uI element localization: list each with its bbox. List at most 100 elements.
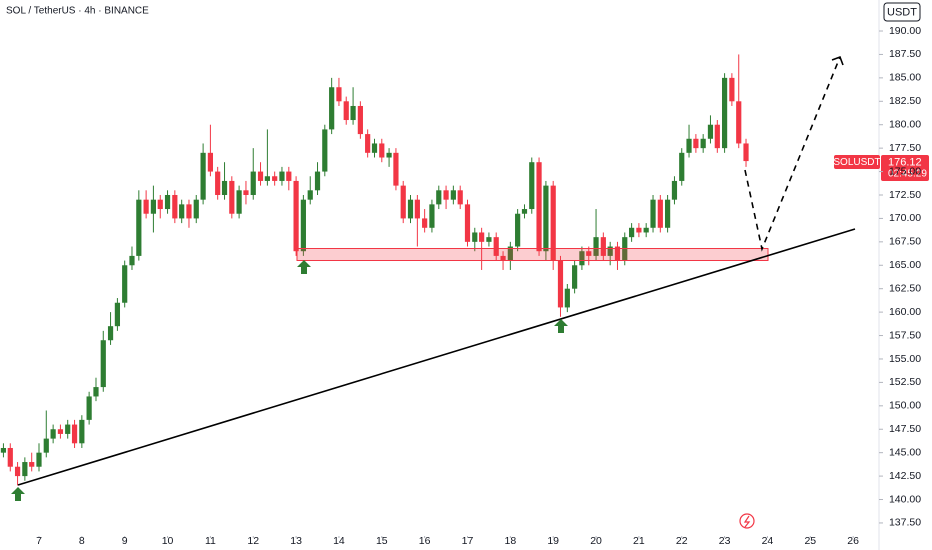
x-tick-label: 23 (719, 535, 731, 547)
candle-body (350, 105, 356, 121)
candle-body (43, 438, 49, 453)
candle-body (307, 190, 313, 200)
alert-icon (739, 513, 755, 529)
x-tick-label: 19 (547, 535, 559, 547)
candle-body (65, 424, 71, 434)
support-zone (296, 248, 769, 261)
candle-body (515, 213, 521, 247)
price-box (881, 155, 929, 181)
candle-body (579, 251, 585, 266)
candle-body (586, 251, 592, 256)
candle-body (572, 265, 578, 289)
candle-body (57, 429, 64, 434)
candle-body (172, 194, 178, 219)
candle-body (329, 87, 335, 130)
candle-body (186, 204, 192, 219)
candle-body (729, 77, 735, 102)
y-tick-label: 180.00 (889, 118, 921, 130)
candle-body (457, 190, 463, 205)
candle-body (50, 429, 56, 439)
candle-body (386, 152, 392, 158)
candle-body (257, 171, 264, 181)
candle-body (36, 452, 42, 467)
x-tick-label: 15 (376, 535, 388, 547)
candle-body (721, 77, 728, 149)
candle-body (22, 462, 28, 477)
candle-body (414, 199, 420, 219)
candle-body (336, 87, 342, 102)
candle-body (179, 204, 185, 219)
candle-body (365, 134, 371, 153)
candle-body (71, 424, 78, 444)
candle-body (29, 462, 35, 467)
x-tick-label: 7 (36, 535, 42, 547)
y-tick-label: 190.00 (889, 25, 921, 37)
candle-body (686, 138, 692, 153)
candle-body (636, 227, 642, 233)
x-tick-label: 24 (762, 535, 774, 547)
candle-body (736, 101, 742, 144)
candle-body (221, 180, 228, 195)
candle-body (536, 162, 542, 252)
candle-body (314, 171, 321, 191)
y-tick-label: 142.50 (889, 470, 921, 482)
x-tick-label: 9 (122, 535, 128, 547)
candle-body (343, 101, 349, 121)
projection-path (744, 56, 841, 252)
candle-body (200, 152, 206, 200)
candle-body (529, 162, 535, 210)
candle-body (486, 237, 492, 242)
candle-body (164, 194, 171, 210)
candle-body (279, 171, 285, 181)
candle-body (464, 204, 471, 242)
projection-arrowhead (831, 55, 844, 66)
x-tick-label: 18 (505, 535, 517, 547)
candle-body (557, 260, 564, 308)
up-arrow (554, 319, 568, 333)
candle-body (564, 288, 570, 308)
x-tick-label: 14 (333, 535, 345, 547)
candle-body (693, 138, 699, 149)
y-tick-label: 165.00 (889, 259, 921, 271)
candle-body (129, 255, 135, 266)
x-tick-label: 25 (804, 535, 816, 547)
candle-body (286, 171, 292, 181)
drawings (11, 55, 856, 529)
y-tick-label: 150.00 (889, 400, 921, 412)
symbol-label: SOLUSDT (833, 157, 880, 168)
y-tick-label: 145.00 (889, 446, 921, 458)
candle-body (665, 199, 671, 228)
candle-body (550, 185, 556, 261)
chart-title: SOL / TetherUS · 4h · BINANCE (6, 6, 149, 17)
candle-body (150, 199, 157, 214)
candle-body (521, 209, 528, 214)
x-tick-label: 8 (79, 535, 85, 547)
x-tick-label: 12 (247, 535, 259, 547)
x-tick-label: 20 (590, 535, 602, 547)
candle-body (264, 176, 270, 181)
candle-body (14, 466, 21, 477)
x-tick-label: 21 (633, 535, 645, 547)
candle-body (443, 190, 449, 200)
candle-body (79, 419, 85, 444)
candle-body (429, 204, 435, 228)
last-price-label: 176.12 (888, 156, 922, 168)
candle-body (607, 246, 613, 256)
candle-body (422, 218, 428, 228)
candle-body (436, 190, 442, 205)
trend-line (17, 228, 856, 486)
symbol-box (834, 155, 880, 169)
candle-body (507, 246, 513, 261)
alert-icon-bolt (743, 515, 751, 528)
candle-body (700, 138, 706, 149)
y-tick-label: 160.00 (889, 306, 921, 318)
x-tick-label: 26 (847, 535, 859, 547)
candle-body (193, 199, 199, 219)
candle-body (136, 199, 142, 256)
candle-body (650, 199, 656, 228)
up-arrow (297, 260, 311, 274)
candle-body (236, 190, 242, 214)
candle-body (93, 387, 99, 397)
